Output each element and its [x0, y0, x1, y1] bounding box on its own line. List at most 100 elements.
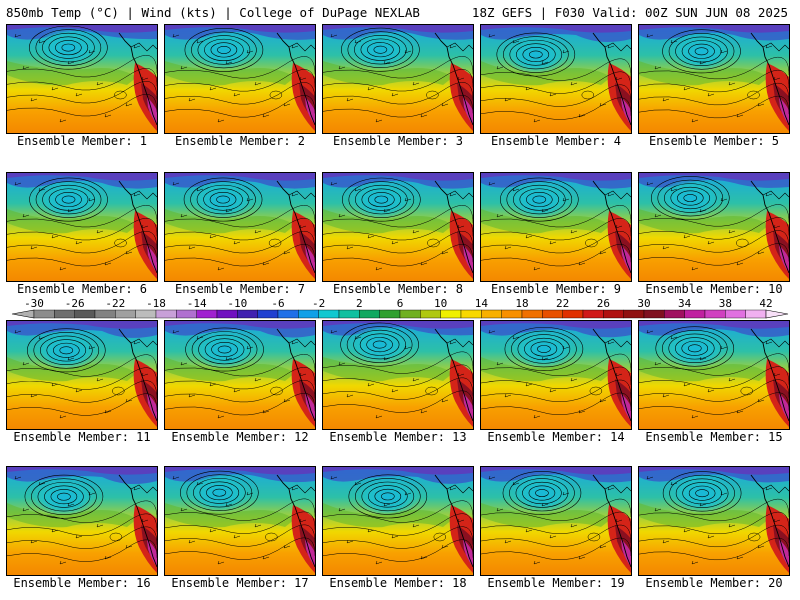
ensemble-map-panel	[480, 172, 632, 282]
ensemble-map-panel	[638, 24, 790, 134]
ensemble-map-panel	[322, 466, 474, 576]
ensemble-map-panel	[164, 320, 316, 430]
ensemble-map-panel	[480, 466, 632, 576]
colorbar-swatch	[481, 309, 502, 319]
colorbar-swatch	[460, 309, 482, 319]
colorbar-tick-label: 26	[597, 297, 610, 310]
colorbar-tick-label: 10	[434, 297, 447, 310]
colorbar-swatch	[440, 309, 462, 319]
colorbar-tick-label: -30	[24, 297, 44, 310]
ensemble-map-panel	[638, 466, 790, 576]
colorbar-swatch	[216, 309, 238, 319]
colorbar-swatch	[521, 309, 543, 319]
colorbar-swatch	[501, 309, 523, 319]
ensemble-member-label: Ensemble Member: 13	[329, 430, 467, 444]
colorbar-tick-label: -18	[146, 297, 166, 310]
ensemble-map-panel	[6, 466, 158, 576]
ensemble-member-label: Ensemble Member: 9	[490, 282, 622, 296]
colorbar-swatch	[115, 309, 136, 319]
temperature-colorbar: -30 -26 -22 -18 -14 -10 -6 -2 2 6 10 14 18 22 26 30 34 38…	[11, 297, 789, 319]
colorbar-swatch	[684, 309, 706, 319]
ensemble-map-panel	[164, 24, 316, 134]
map-title: 850mb Temp (°C) | Wind (kts) | College o…	[6, 5, 420, 20]
ensemble-map-panel	[6, 320, 158, 430]
colorbar-tick-label: -2	[312, 297, 325, 310]
ensemble-member-label: Ensemble Member: 14	[487, 430, 625, 444]
ensemble-member-label: Ensemble Member: 8	[332, 282, 464, 296]
colorbar-swatch	[643, 309, 665, 319]
colorbar-swatch	[399, 309, 421, 319]
colorbar-swatch	[603, 309, 624, 319]
ensemble-map-panel	[480, 320, 632, 430]
colorbar-swatch	[623, 309, 645, 319]
ensemble-map-panel	[638, 320, 790, 430]
colorbar-swatch	[135, 309, 157, 319]
ensemble-map-panel	[164, 172, 316, 282]
colorbar-swatch	[542, 309, 563, 319]
colorbar-swatch	[196, 309, 218, 319]
colorbar-swatch	[298, 309, 319, 319]
colorbar-tick-label: 6	[397, 297, 404, 310]
ensemble-member-label: Ensemble Member: 15	[645, 430, 783, 444]
colorbar-swatch	[745, 309, 767, 319]
colorbar-swatch	[704, 309, 726, 319]
ensemble-member-label: Ensemble Member: 16	[13, 576, 151, 590]
colorbar-tick-label: 2	[356, 297, 363, 310]
ensemble-map-panel	[6, 24, 158, 134]
colorbar-tick-label: 18	[515, 297, 528, 310]
colorbar-low-arrow	[11, 309, 35, 319]
run-valid-time: 18Z GEFS | F030 Valid: 00Z SUN JUN 08 20…	[471, 5, 788, 20]
colorbar-labels: -30 -26 -22 -18 -14 -10 -6 -2 2 6 10 14 18 22 26 30 34 38…	[24, 297, 773, 310]
ensemble-map-panel	[322, 24, 474, 134]
ensemble-member-label: Ensemble Member: 5	[648, 134, 780, 148]
ensemble-member-label: Ensemble Member: 20	[645, 576, 783, 590]
ensemble-member-label: Ensemble Member: 4	[490, 134, 622, 148]
colorbar-tick-label: 30	[637, 297, 650, 310]
colorbar-swatch	[155, 309, 177, 319]
colorbar-swatch	[664, 309, 685, 319]
colorbar-swatch	[338, 309, 360, 319]
ensemble-map-panel	[322, 320, 474, 430]
ensemble-member-label: Ensemble Member: 10	[645, 282, 783, 296]
colorbar-swatch	[277, 309, 299, 319]
ensemble-member-label: Ensemble Member: 19	[487, 576, 625, 590]
colorbar-swatch	[318, 309, 340, 319]
colorbar-tick-label: 38	[719, 297, 732, 310]
ensemble-member-label: Ensemble Member: 1	[16, 134, 148, 148]
colorbar-swatch	[562, 309, 584, 319]
colorbar-tick-label: 22	[556, 297, 569, 310]
colorbar-swatch	[257, 309, 279, 319]
ensemble-map-panel	[638, 172, 790, 282]
colorbar-swatch	[420, 309, 441, 319]
colorbar-high-arrow	[765, 309, 789, 319]
colorbar-tick-label: 42	[759, 297, 772, 310]
colorbar-swatch	[359, 309, 380, 319]
colorbar-swatch	[176, 309, 197, 319]
colorbar-swatch	[94, 309, 116, 319]
ensemble-member-label: Ensemble Member: 7	[174, 282, 306, 296]
ensemble-map-panel	[6, 172, 158, 282]
colorbar-tick-label: -26	[65, 297, 85, 310]
colorbar-swatch	[33, 309, 55, 319]
colorbar-swatch	[237, 309, 258, 319]
ensemble-member-label: Ensemble Member: 12	[171, 430, 309, 444]
ensemble-map-panel	[480, 24, 632, 134]
colorbar-swatch	[74, 309, 96, 319]
ensemble-member-label: Ensemble Member: 17	[171, 576, 309, 590]
colorbar-swatch	[582, 309, 604, 319]
ensemble-member-label: Ensemble Member: 6	[16, 282, 148, 296]
colorbar-tick-label: -14	[187, 297, 207, 310]
colorbar-swatch	[54, 309, 75, 319]
ensemble-member-label: Ensemble Member: 3	[332, 134, 464, 148]
colorbar-tick-label: -6	[271, 297, 284, 310]
colorbar-swatches	[11, 309, 789, 319]
ensemble-member-label: Ensemble Member: 18	[329, 576, 467, 590]
colorbar-swatch	[725, 309, 746, 319]
ensemble-member-label: Ensemble Member: 2	[174, 134, 306, 148]
ensemble-member-label: Ensemble Member: 11	[13, 430, 151, 444]
colorbar-tick-label: -10	[227, 297, 247, 310]
ensemble-map-panel	[164, 466, 316, 576]
colorbar-tick-label: -22	[105, 297, 125, 310]
colorbar-tick-label: 14	[475, 297, 489, 310]
ensemble-map-panel	[322, 172, 474, 282]
